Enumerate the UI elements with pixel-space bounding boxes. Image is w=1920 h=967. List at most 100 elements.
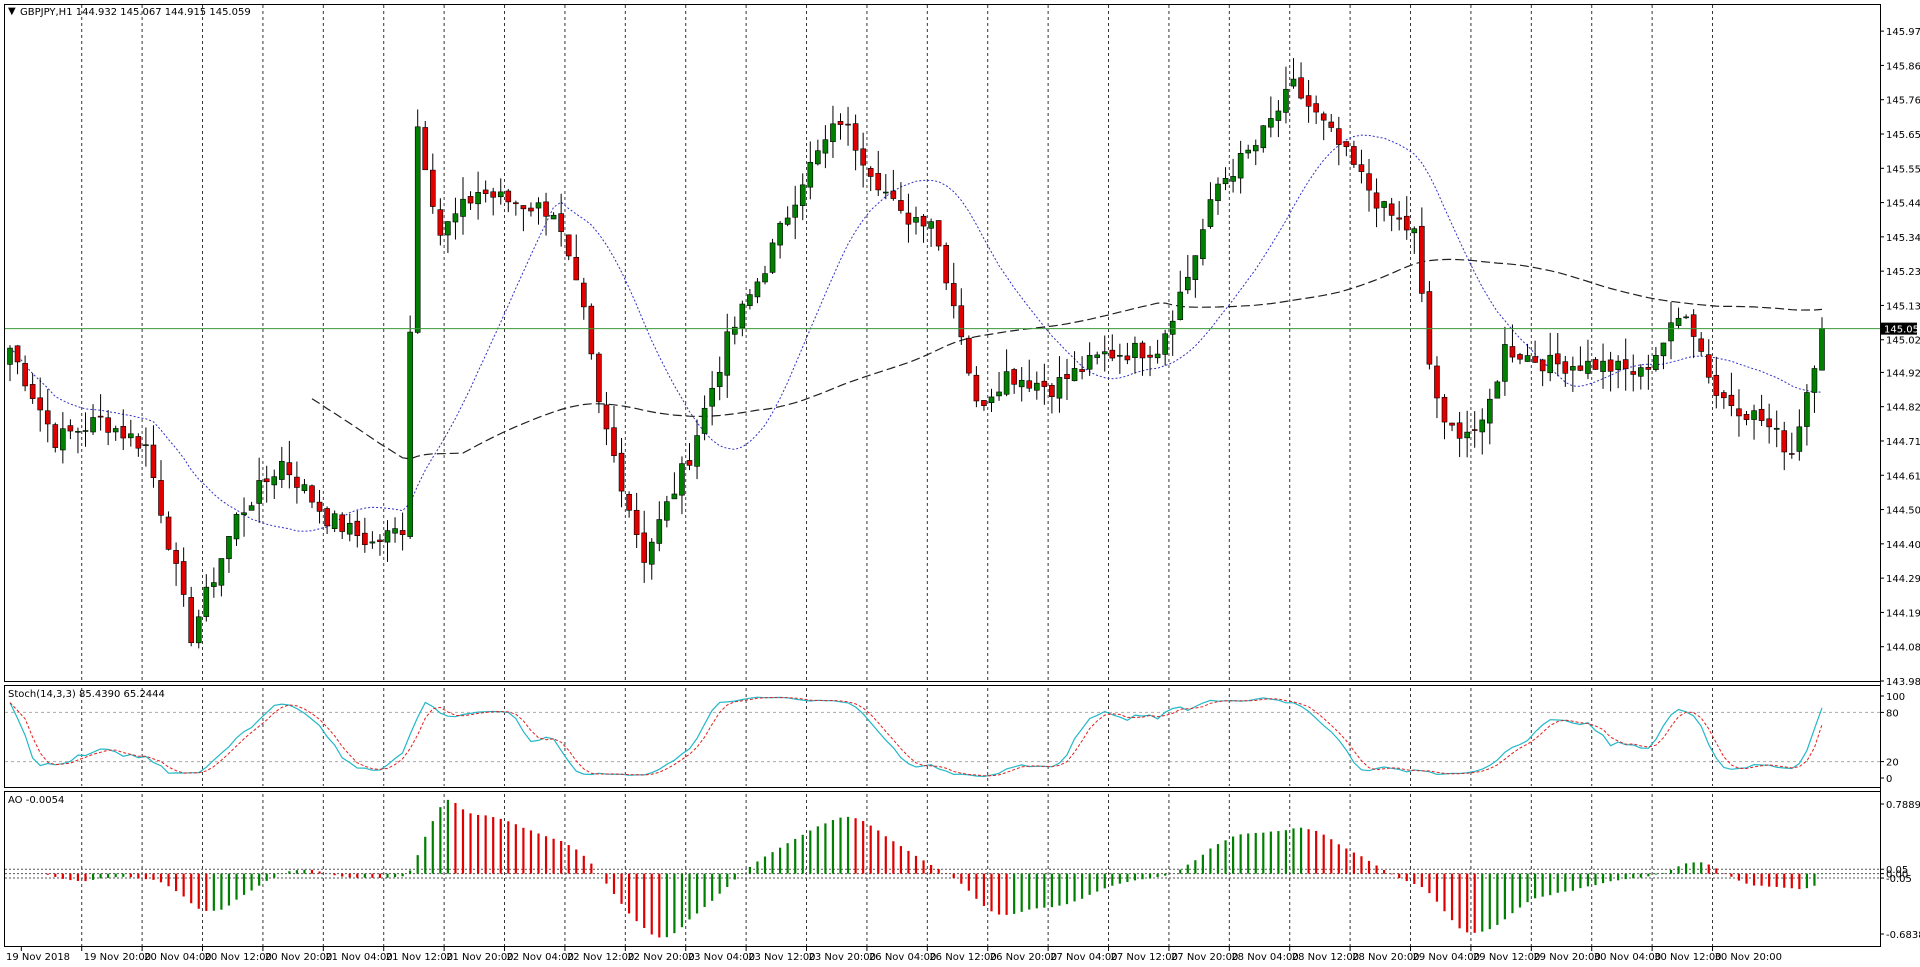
candle-body (346, 522, 353, 535)
candle-body (226, 536, 232, 560)
candle-body (860, 148, 866, 166)
price-label-box (1881, 322, 1917, 335)
candle-body (867, 168, 874, 177)
time-tick-label: 30 Nov 12:00 (1654, 952, 1721, 963)
candle-body (407, 331, 413, 537)
candle-body (362, 532, 368, 545)
candle-body (1607, 359, 1614, 372)
candle-body (1471, 429, 1478, 431)
candle-body (618, 452, 625, 492)
candle-body (399, 530, 406, 535)
candle-body (1071, 368, 1078, 382)
candle-body (1101, 351, 1108, 355)
candle-body (1336, 128, 1342, 145)
chart-title-arrow[interactable]: ▼ (8, 6, 16, 17)
candle-body (535, 202, 542, 209)
candle-body (1222, 178, 1229, 185)
candle-body (497, 191, 504, 198)
candle-body (988, 396, 995, 404)
candle-body (384, 530, 391, 543)
ao-tick-label: 0.00 (1886, 870, 1908, 881)
candle-body (1630, 371, 1637, 375)
candle-body (1675, 317, 1682, 326)
time-tick-label: 21 Nov 12:00 (386, 952, 453, 963)
candle-body (1690, 314, 1697, 337)
candle-body (1577, 365, 1584, 371)
time-tick-label: 26 Nov 20:00 (990, 952, 1057, 963)
candle-body (309, 485, 315, 503)
candle-body (1041, 380, 1048, 387)
candle-body (1456, 422, 1463, 439)
stoch-tick-label: 0 (1886, 774, 1892, 785)
candle-body (626, 493, 632, 511)
time-tick-label: 20 Nov 04:00 (144, 952, 211, 963)
candle-body (528, 207, 534, 212)
candle-body (271, 476, 278, 486)
price-pane[interactable] (4, 4, 1881, 682)
candle-body (1313, 103, 1319, 113)
candle-body (211, 582, 217, 587)
candle-body (1268, 118, 1274, 128)
candle-body (392, 528, 398, 534)
candle-body (1705, 354, 1712, 378)
candle-body (671, 493, 678, 500)
candle-body (799, 184, 806, 206)
candle-body (1109, 349, 1116, 359)
candle-body (422, 127, 429, 171)
price-tick-label: 145.970 (1886, 27, 1920, 38)
candle-body (596, 353, 602, 403)
candle-body (1086, 355, 1093, 370)
candle-body (837, 121, 844, 125)
candle-body (656, 519, 663, 544)
time-tick-label: 21 Nov 04:00 (325, 952, 392, 963)
time-tick-label: 26 Nov 04:00 (869, 952, 936, 963)
candle-body (1539, 359, 1546, 372)
candle-body (475, 192, 481, 205)
candle-body (1237, 152, 1244, 179)
candle-body (686, 460, 693, 466)
candle-body (1305, 95, 1312, 107)
candle-body (1056, 377, 1063, 399)
candle-body (580, 282, 587, 308)
candle-body (543, 201, 549, 217)
candle-body (1147, 354, 1153, 358)
price-tick-label: 144.820 (1886, 403, 1920, 414)
candle-body (1154, 353, 1161, 359)
candle-body (180, 561, 187, 595)
price-tick-label: 144.610 (1886, 471, 1920, 482)
candle-body (950, 283, 957, 307)
candle-body (815, 150, 821, 165)
candle-body (52, 424, 59, 448)
price-tick-label: 145.235 (1886, 267, 1920, 278)
candle-body (905, 212, 912, 225)
stoch-main-line (9, 696, 1823, 778)
time-tick-label: 29 Nov 12:00 (1473, 952, 1540, 963)
candle-body (1638, 367, 1644, 377)
candle-body (1773, 427, 1780, 430)
time-tick-label: 27 Nov 20:00 (1171, 952, 1238, 963)
candle-body (203, 586, 210, 617)
candle-body (1804, 392, 1810, 427)
price-tick-label: 145.340 (1886, 233, 1920, 244)
time-tick-label: 29 Nov 20:00 (1533, 952, 1600, 963)
candle-body (195, 616, 202, 644)
candle-body (928, 221, 934, 229)
stoch-pane[interactable] (4, 685, 1881, 788)
candle-body (1509, 346, 1516, 358)
candle-body (701, 407, 708, 434)
candle-body (1494, 381, 1501, 399)
candle-body (1358, 164, 1365, 172)
candle-body (603, 404, 610, 430)
candle-body (1660, 342, 1667, 357)
price-tick-label: 144.400 (1886, 540, 1920, 551)
candle-body (1554, 353, 1561, 365)
candle-body (739, 303, 746, 329)
awesome-oscillator: 0.7889 0.050.00-0.05 -0.6838 (5, 799, 1920, 941)
candle-body (67, 425, 74, 432)
candle-body (354, 520, 361, 537)
price-tick-label: 143.980 (1886, 677, 1920, 688)
candle-body (996, 391, 1002, 397)
candle-body (1185, 276, 1191, 291)
candle-body (135, 436, 142, 449)
